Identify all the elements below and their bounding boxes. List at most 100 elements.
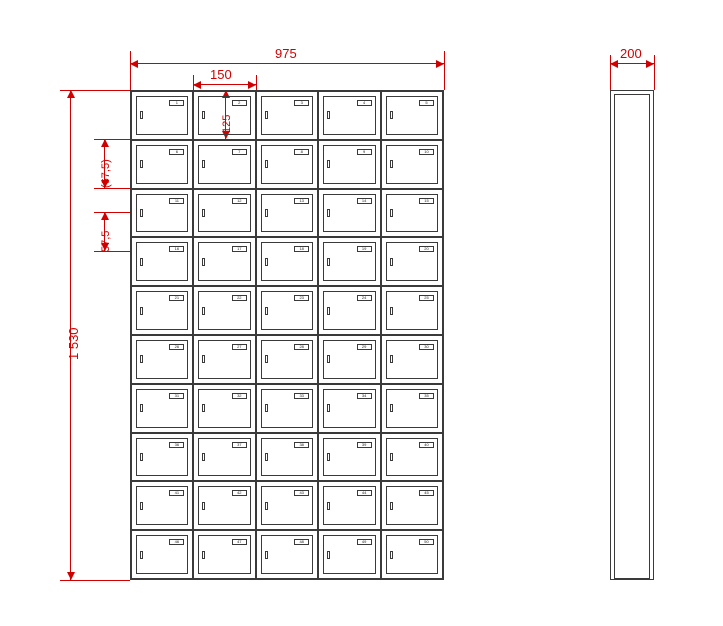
door-number-plate: 20	[419, 246, 434, 252]
door-number-plate: 9	[357, 149, 372, 155]
locker-cell: 20	[381, 237, 443, 286]
door-number-plate: 14	[357, 198, 372, 204]
locker-side-view	[610, 90, 654, 580]
door-knob	[202, 404, 205, 412]
door-number-plate: 41	[169, 490, 184, 496]
door-number-plate: 34	[357, 393, 372, 399]
door-number-plate: 12	[232, 198, 247, 204]
dim-overall-width	[130, 63, 444, 64]
locker-door: 6	[136, 145, 188, 184]
locker-cell: 23	[256, 286, 318, 335]
door-knob	[327, 258, 330, 266]
door-number-plate: 39	[357, 442, 372, 448]
locker-door: 5	[386, 96, 438, 135]
door-knob	[265, 502, 268, 510]
door-number-plate: 36	[169, 442, 184, 448]
door-knob	[202, 209, 205, 217]
locker-cell: 38	[256, 433, 318, 482]
locker-cell: 35	[381, 384, 443, 433]
door-knob	[202, 307, 205, 315]
dim-overall-height-label: 1 530	[66, 327, 81, 360]
locker-door: 37	[198, 438, 250, 477]
ext-line	[94, 188, 130, 189]
locker-door: 45	[386, 486, 438, 525]
door-number-plate: 38	[294, 442, 309, 448]
door-knob	[327, 160, 330, 168]
door-knob	[140, 160, 143, 168]
locker-door: 22	[198, 291, 250, 330]
door-number-plate: 31	[169, 393, 184, 399]
door-number-plate: 8	[294, 149, 309, 155]
locker-cell: 19	[318, 237, 380, 286]
locker-door: 20	[386, 242, 438, 281]
door-knob	[390, 502, 393, 510]
locker-cell: 30	[381, 335, 443, 384]
door-knob	[140, 355, 143, 363]
locker-cell: 32	[193, 384, 255, 433]
ext-line	[256, 75, 257, 90]
door-knob	[327, 209, 330, 217]
door-number-plate: 35	[419, 393, 434, 399]
ext-line	[654, 55, 655, 90]
door-knob	[265, 404, 268, 412]
locker-cell: 18	[256, 237, 318, 286]
locker-cell: 45	[381, 481, 443, 530]
door-knob	[390, 111, 393, 119]
door-knob	[390, 551, 393, 559]
dim-depth-label: 200	[620, 46, 642, 61]
locker-door: 49	[323, 535, 375, 574]
dim-depth	[610, 63, 654, 64]
locker-cell: 31	[131, 384, 193, 433]
dim-half-row-label: (67,5)	[100, 159, 112, 188]
door-knob	[327, 551, 330, 559]
locker-door: 33	[261, 389, 313, 428]
door-number-plate: 45	[419, 490, 434, 496]
door-knob	[140, 258, 143, 266]
door-number-plate: 21	[169, 295, 184, 301]
door-knob	[265, 453, 268, 461]
locker-cell: 29	[318, 335, 380, 384]
door-number-plate: 29	[357, 344, 372, 350]
locker-cell: 6	[131, 140, 193, 189]
door-number-plate: 30	[419, 344, 434, 350]
locker-front-view: 1234567891011121314151617181920212223242…	[130, 90, 444, 580]
locker-cell: 25	[381, 286, 443, 335]
locker-door: 11	[136, 194, 188, 233]
door-number-plate: 23	[294, 295, 309, 301]
door-number-plate: 46	[169, 539, 184, 545]
locker-door: 48	[261, 535, 313, 574]
door-knob	[265, 258, 268, 266]
door-number-plate: 19	[357, 246, 372, 252]
door-knob	[327, 502, 330, 510]
locker-door: 12	[198, 194, 250, 233]
locker-door: 50	[386, 535, 438, 574]
door-number-plate: 5	[419, 100, 434, 106]
door-knob	[202, 453, 205, 461]
door-number-plate: 40	[419, 442, 434, 448]
locker-door: 44	[323, 486, 375, 525]
door-number-plate: 49	[357, 539, 372, 545]
locker-cell: 36	[131, 433, 193, 482]
door-knob	[390, 307, 393, 315]
door-knob	[202, 160, 205, 168]
locker-cell: 50	[381, 530, 443, 579]
locker-door: 23	[261, 291, 313, 330]
door-number-plate: 44	[357, 490, 372, 496]
ext-line	[130, 51, 131, 90]
locker-cell: 39	[318, 433, 380, 482]
locker-door: 40	[386, 438, 438, 477]
locker-door: 9	[323, 145, 375, 184]
locker-cell: 12	[193, 189, 255, 238]
door-number-plate: 33	[294, 393, 309, 399]
door-knob	[390, 258, 393, 266]
locker-cell: 40	[381, 433, 443, 482]
door-knob	[265, 355, 268, 363]
door-knob	[140, 111, 143, 119]
door-number-plate: 7	[232, 149, 247, 155]
locker-grid: 1234567891011121314151617181920212223242…	[131, 91, 443, 579]
door-number-plate: 13	[294, 198, 309, 204]
locker-cell: 2	[193, 91, 255, 140]
door-knob	[140, 453, 143, 461]
locker-door: 13	[261, 194, 313, 233]
door-knob	[390, 160, 393, 168]
